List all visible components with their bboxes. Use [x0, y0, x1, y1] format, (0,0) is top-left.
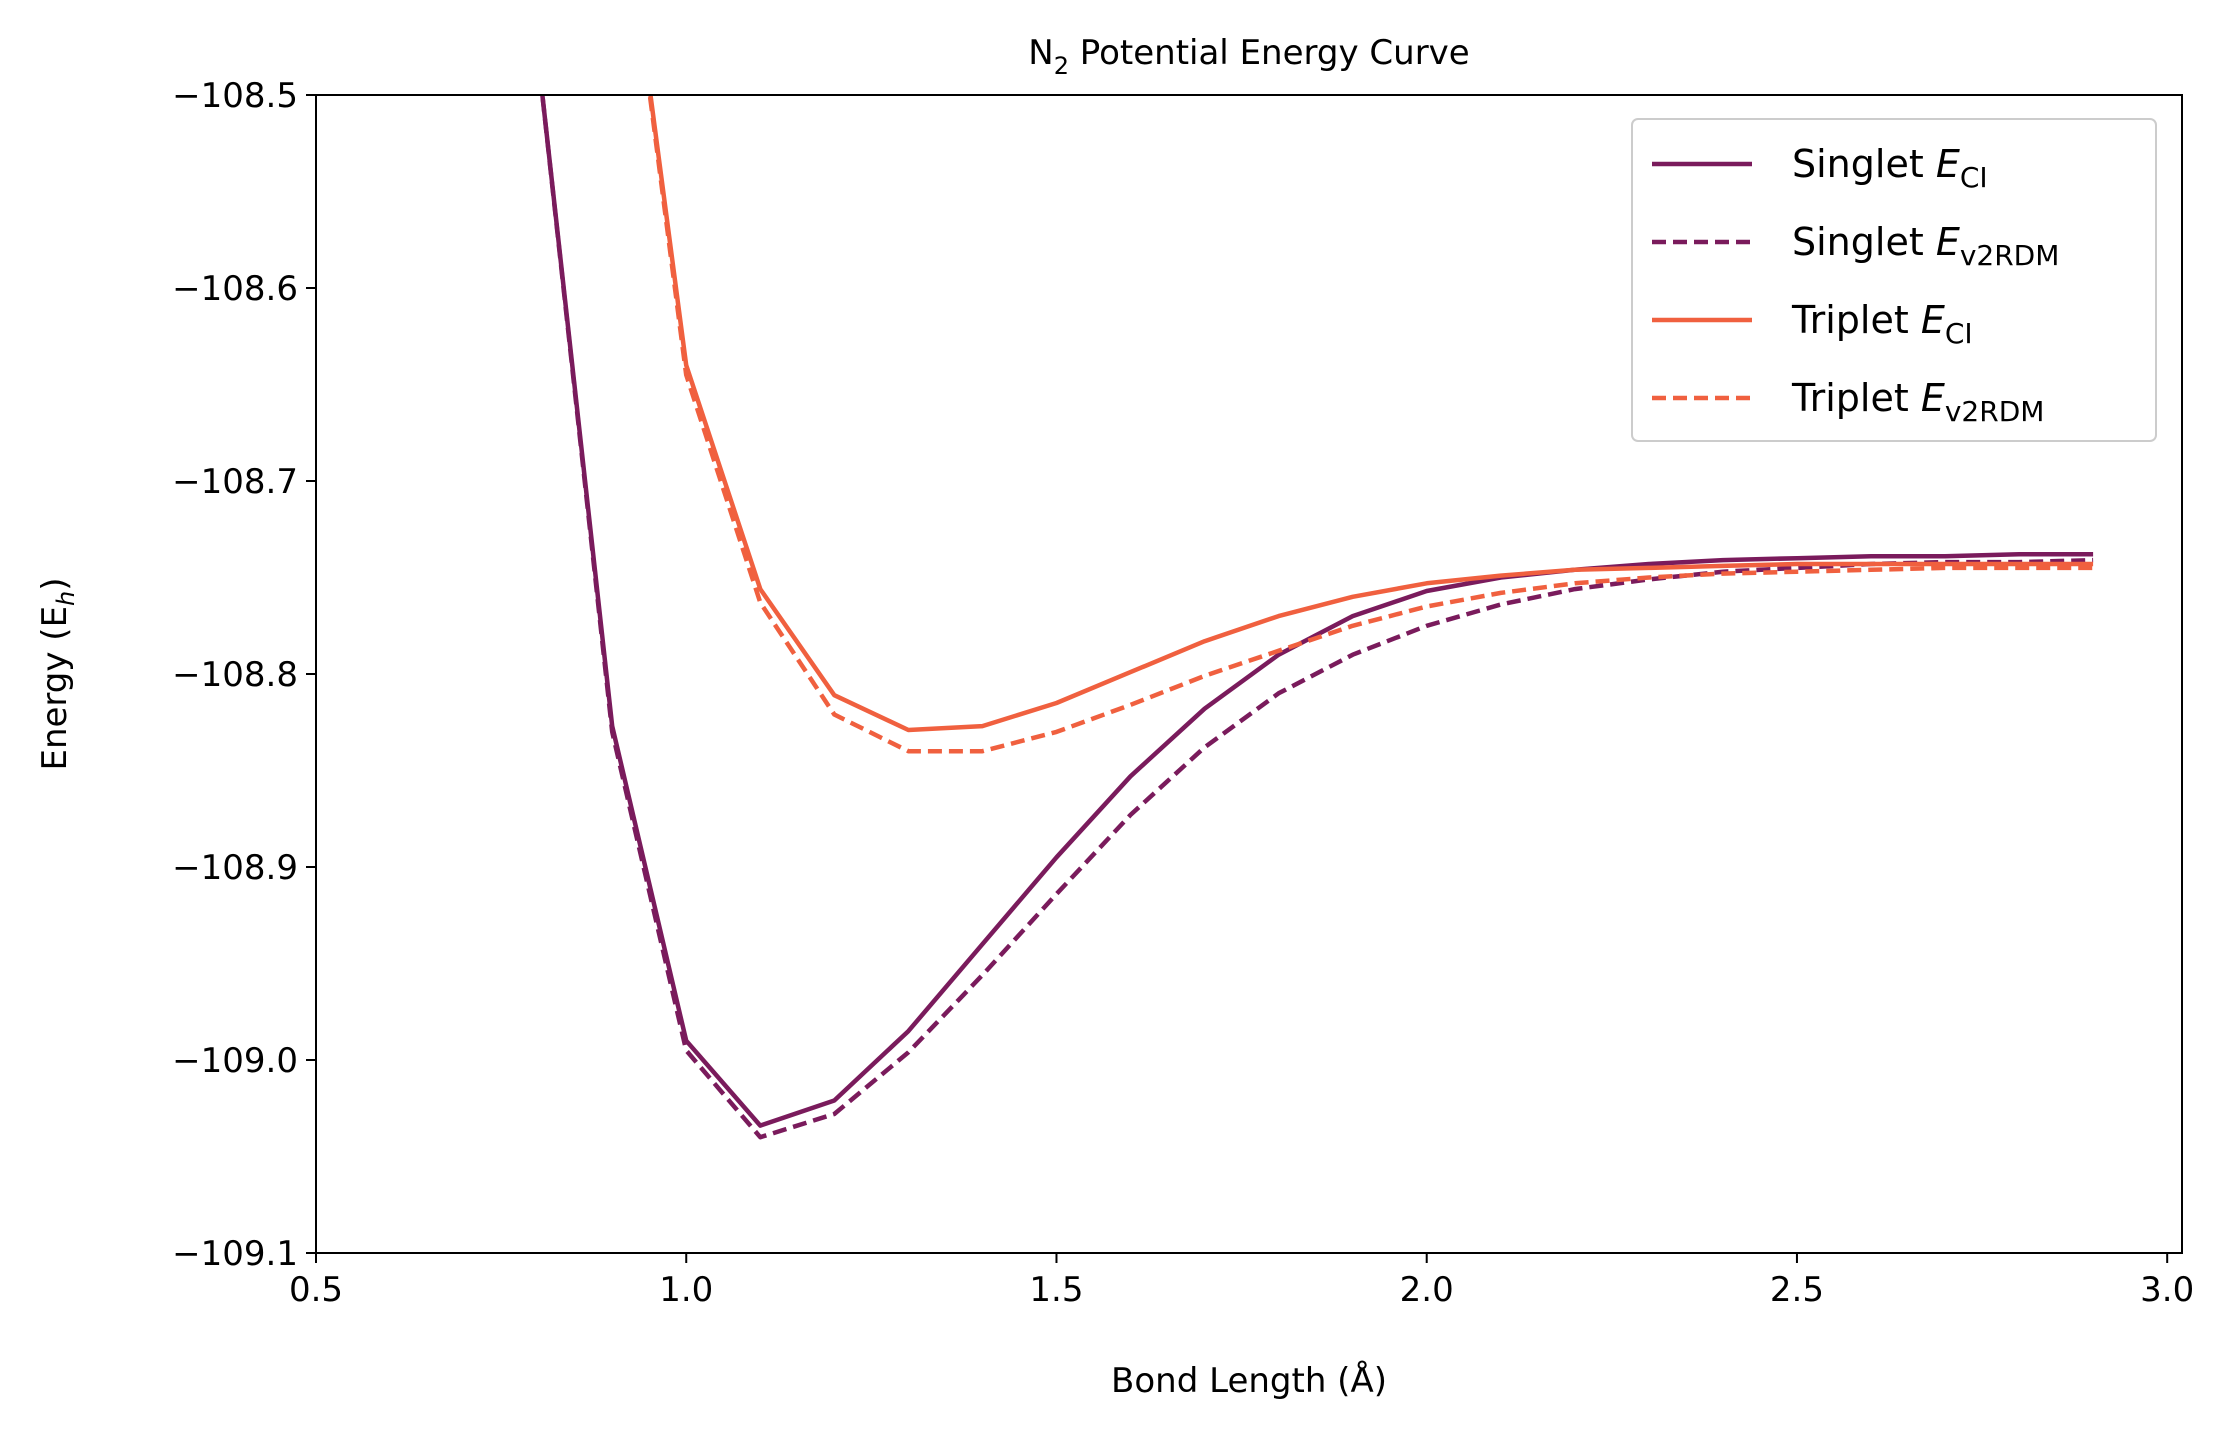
x-tick-label: 2.0 [1400, 1270, 1454, 1310]
legend-label-2: Triplet ECI [1791, 298, 1973, 350]
y-tick-label: −108.5 [172, 76, 298, 116]
legend-box [1631, 118, 2157, 442]
x-tick-label: 0.5 [289, 1270, 343, 1310]
ticks-layer: 0.5 1.0 1.5 2.0 2.5 3.0 −108.5 −108.6 −108.7 −108… [172, 76, 2194, 1310]
x-axis-label: Bond Length (Å) [1111, 1360, 1387, 1401]
series-line-1 [540, 95, 2094, 1140]
x-tick-label: 3.0 [2140, 1270, 2194, 1310]
y-tick-label: −108.6 [172, 269, 298, 309]
y-tick-label: −108.7 [172, 462, 298, 502]
legend: Singlet ECI Singlet Ev2RDM Triplet ECI Trip… [1631, 118, 2157, 442]
y-tick-label: −109.1 [172, 1234, 298, 1274]
y-tick-label: −108.8 [172, 655, 298, 695]
legend-label-0: Singlet ECI [1792, 142, 1988, 194]
x-tick-label: 1.0 [659, 1270, 713, 1310]
y-tick-label: −108.9 [172, 848, 298, 888]
y-axis-label: Energy (Eh) [35, 577, 80, 770]
x-tick-label: 2.5 [1770, 1270, 1824, 1310]
legend-label-1: Singlet Ev2RDM [1792, 220, 2059, 272]
series-line-2 [648, 95, 2094, 733]
series-line-0 [540, 95, 2094, 1128]
chart-title: N2 Potential Energy Curve [1028, 33, 1469, 80]
series-layer [540, 95, 2094, 1140]
series-line-3 [647, 95, 2094, 754]
y-tick-label: −109.0 [172, 1041, 298, 1081]
legend-label-3: Triplet Ev2RDM [1791, 376, 2044, 428]
plot-frame [315, 94, 2183, 1254]
x-tick-label: 1.5 [1029, 1270, 1083, 1310]
